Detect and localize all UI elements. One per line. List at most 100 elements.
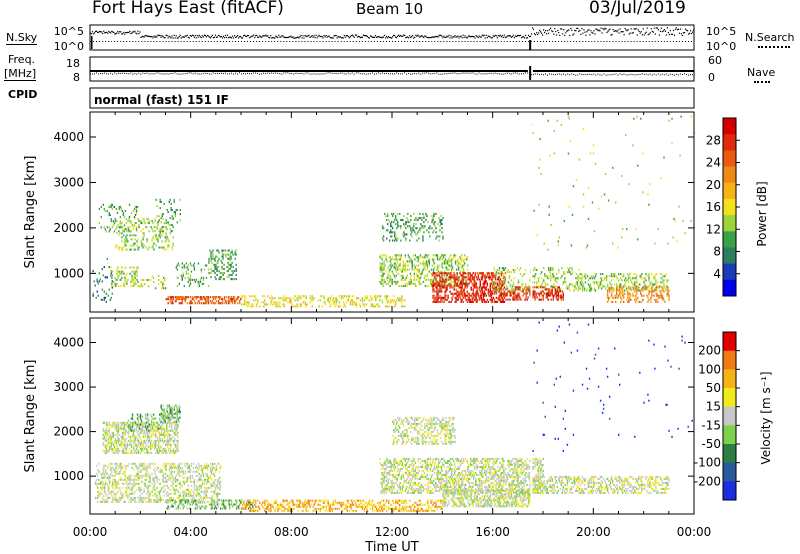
power-cell (457, 266, 460, 269)
nsky-point (300, 34, 302, 37)
power-cell (114, 282, 116, 285)
power-cell (229, 298, 232, 301)
nave-tick-low: 0 (708, 71, 715, 84)
power-cell (617, 246, 619, 249)
power-cell (476, 272, 479, 275)
power-cell (409, 258, 412, 261)
nave-point (436, 72, 438, 74)
power-cell (180, 302, 183, 305)
power-cell (518, 288, 520, 291)
power-cell (196, 302, 199, 305)
nsearch-line-style (758, 46, 790, 48)
power-cell (118, 205, 121, 208)
power-cell (212, 296, 215, 299)
power-cell (610, 283, 613, 286)
nsearch-point (518, 41, 520, 42)
power-cell (270, 303, 272, 306)
power-cell (397, 297, 399, 300)
nsearch-point (669, 41, 671, 42)
nsearch-point (277, 41, 279, 42)
nsky-point (420, 35, 422, 37)
power-cell (525, 294, 527, 297)
power-cell (160, 228, 162, 231)
velocity-cell (129, 482, 131, 485)
power-cell (249, 305, 251, 308)
nsky-point (156, 36, 158, 38)
power-cell (435, 268, 438, 271)
velocity-cell (134, 490, 136, 493)
nsky-point (389, 36, 391, 39)
velocity-cell (162, 486, 164, 489)
power-cell (438, 290, 440, 293)
power-cell (538, 279, 540, 282)
nsky-point (519, 34, 521, 36)
power-cell (656, 273, 658, 276)
power-cell (127, 228, 130, 231)
power-cell (311, 299, 313, 302)
power-cell (414, 258, 417, 261)
power-cell (454, 296, 456, 299)
power-cell (135, 205, 138, 208)
power-cell (216, 261, 218, 264)
power-cell (434, 296, 436, 299)
power-cell (100, 226, 103, 229)
velocity-cell (109, 496, 111, 499)
power-cell (448, 300, 450, 303)
power-cell (455, 298, 457, 301)
nave-point (325, 72, 327, 74)
power-cell (147, 285, 150, 288)
power-cell (221, 265, 223, 268)
power-cell (391, 225, 393, 228)
velocity-cell (139, 462, 141, 465)
power-cell (507, 281, 510, 284)
power-cell (501, 296, 504, 299)
power-cell (175, 209, 178, 212)
power-cell (178, 298, 181, 301)
power-cell (439, 276, 441, 279)
power-cell (362, 303, 365, 306)
nsky-point (546, 33, 548, 35)
nsky-point (187, 36, 189, 39)
power-cell (230, 257, 232, 260)
power-cell (436, 268, 439, 271)
nave-point (218, 73, 220, 75)
power-cell (102, 274, 105, 277)
nsearch-point (343, 41, 345, 42)
nsearch-point (470, 41, 472, 42)
nsky-point (573, 33, 575, 35)
velocity-cell (120, 464, 122, 467)
nsky-point (118, 32, 120, 34)
nsky-point (352, 35, 354, 37)
power-cell (676, 240, 678, 243)
velocity-cell (150, 462, 152, 465)
power-cell (382, 282, 384, 285)
power-cell (174, 213, 177, 216)
power-cell (195, 298, 198, 301)
power-cell (382, 239, 385, 242)
velocity-cell (114, 474, 116, 477)
velocity-cell (153, 480, 155, 483)
power-cell (451, 292, 453, 295)
power-cell (437, 292, 439, 295)
nsky-point (158, 34, 160, 36)
nsky-point (159, 35, 161, 37)
velocity-cell (112, 496, 114, 499)
power-cell (131, 280, 133, 283)
power-cell (378, 295, 381, 298)
velocity-cell (170, 498, 172, 501)
nsky-point (247, 34, 249, 37)
power-cell (523, 292, 525, 295)
nsky-point (444, 36, 446, 38)
power-cell (185, 266, 188, 269)
power-cell (223, 272, 225, 275)
nsky-point (658, 34, 660, 36)
power-cell (394, 239, 396, 242)
power-cell (263, 301, 265, 304)
power-cell (438, 296, 440, 299)
power-cell (165, 287, 167, 290)
power-cell (242, 295, 244, 298)
power-cell (504, 281, 507, 284)
power-cell (411, 262, 414, 265)
nsky-point (511, 36, 513, 38)
power-cell (111, 285, 113, 288)
